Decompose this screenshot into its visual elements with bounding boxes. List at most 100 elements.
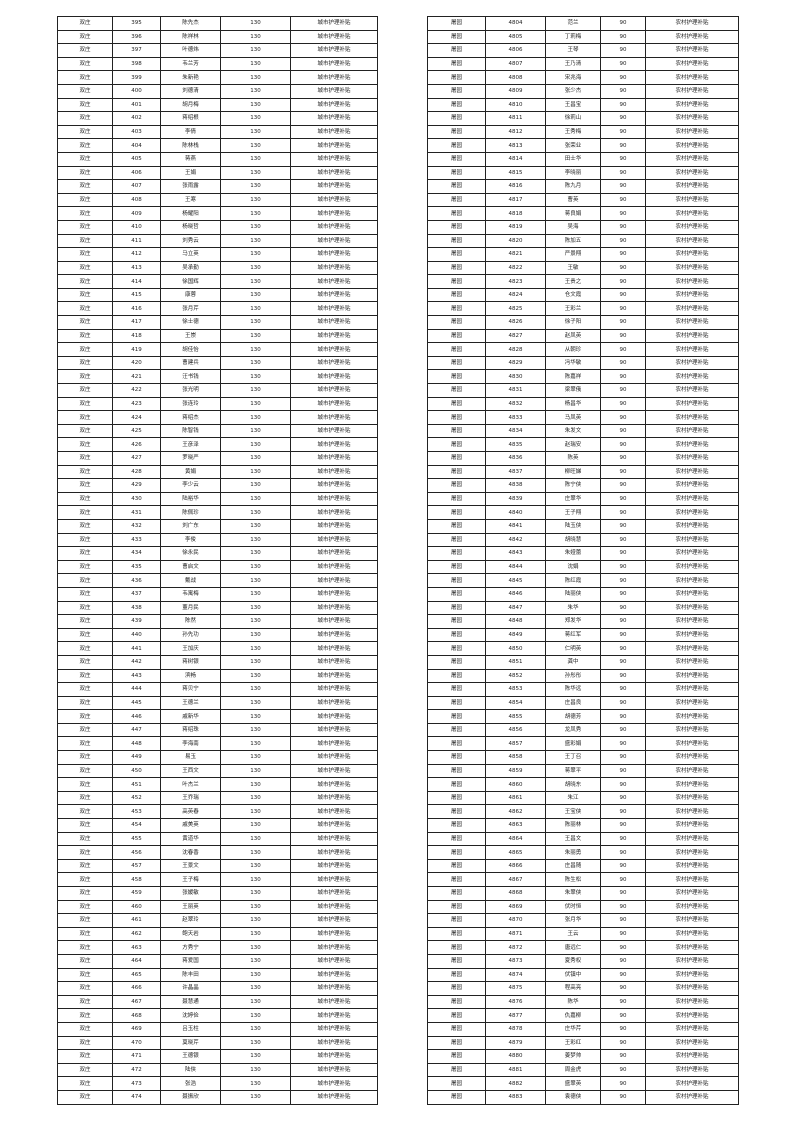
subsidy-type-cell: 农村护理补贴 [645, 206, 739, 221]
table-row: 双庄 415 康蓉 130 城市护理补贴 [57, 287, 378, 303]
amount-cell: 130 [220, 913, 291, 928]
region-cell: 双庄 [57, 342, 113, 357]
table-row: 双庄 399 朱新艳 130 城市护理补贴 [57, 70, 378, 85]
amount-cell: 130 [220, 1089, 291, 1105]
number-cell: 467 [112, 994, 161, 1010]
name-cell: 盛彩娟 [545, 736, 601, 752]
number-cell: 4848 [485, 614, 546, 629]
number-cell: 474 [112, 1089, 161, 1105]
region-cell: 双庄 [57, 383, 113, 398]
number-cell: 4871 [485, 926, 546, 942]
number-cell: 464 [112, 953, 161, 969]
region-cell: 双庄 [57, 192, 113, 208]
table-row: 双庄 410 杨晓哲 130 城市护理补贴 [57, 219, 378, 235]
subsidy-type-cell: 城市护理补贴 [290, 532, 378, 548]
subsidy-type-cell: 农村护理补贴 [645, 355, 739, 371]
table-row: 双庄 429 李少云 130 城市护理补贴 [57, 478, 378, 493]
name-cell: 陈英 [545, 451, 601, 466]
number-cell: 444 [112, 682, 161, 697]
table-row: 双庄 458 王子梅 130 城市护理补贴 [57, 872, 378, 887]
region-cell: 屠园 [427, 111, 486, 126]
region-cell: 屠园 [427, 165, 486, 181]
region-cell: 双庄 [57, 301, 113, 317]
name-cell: 罗晓严 [160, 451, 221, 466]
subsidy-type-cell: 农村护理补贴 [645, 97, 739, 113]
number-cell: 395 [112, 16, 161, 31]
table-row: 屠园 4844 沈娟 90 农村护理补贴 [427, 559, 739, 575]
name-cell: 朱江 [545, 790, 601, 806]
table-row: 双庄 403 李倩 130 城市护理补贴 [57, 124, 378, 140]
amount-cell: 90 [600, 83, 646, 99]
subsidy-type-cell: 农村护理补贴 [645, 16, 739, 31]
name-cell: 庄昌随 [545, 858, 601, 874]
table-row: 屠园 4852 孙彤彤 90 农村护理补贴 [427, 668, 739, 684]
number-cell: 4829 [485, 355, 546, 371]
table-row: 屠园 4808 宋兆海 90 农村护理补贴 [427, 70, 739, 85]
amount-cell: 130 [220, 940, 291, 955]
table-row: 双庄 457 王景文 130 城市护理补贴 [57, 858, 378, 874]
subsidy-type-cell: 城市护理补贴 [290, 1035, 378, 1051]
amount-cell: 130 [220, 790, 291, 806]
name-cell: 刘秀云 [160, 233, 221, 249]
region-cell: 双庄 [57, 478, 113, 493]
subsidy-type-cell: 城市护理补贴 [290, 586, 378, 602]
number-cell: 401 [112, 97, 161, 113]
name-cell: 蒋绍杰 [160, 410, 221, 425]
name-cell: 龙凤秀 [545, 722, 601, 738]
region-cell: 双庄 [57, 1076, 113, 1091]
subsidy-type-cell: 农村护理补贴 [645, 736, 739, 752]
number-cell: 4833 [485, 410, 546, 425]
number-cell: 4872 [485, 940, 546, 955]
region-cell: 双庄 [57, 586, 113, 602]
subsidy-type-cell: 农村护理补贴 [645, 315, 739, 330]
name-cell: 戚美英 [160, 818, 221, 833]
name-cell: 盛翠英 [545, 1076, 601, 1091]
amount-cell: 90 [600, 451, 646, 466]
name-cell: 朱新艳 [160, 70, 221, 85]
name-cell: 孙彤彤 [545, 668, 601, 684]
amount-cell: 130 [220, 97, 291, 113]
amount-cell: 130 [220, 1076, 291, 1091]
region-cell: 双庄 [57, 641, 113, 656]
subsidy-type-cell: 农村护理补贴 [645, 953, 739, 969]
name-cell: 蒋良娟 [545, 206, 601, 221]
region-cell: 屠园 [427, 179, 486, 194]
number-cell: 422 [112, 383, 161, 398]
table-row: 双庄 471 王德银 130 城市护理补贴 [57, 1049, 378, 1064]
table-row: 屠园 4835 赵瑞安 90 农村护理补贴 [427, 437, 739, 452]
region-cell: 屠园 [427, 600, 486, 616]
region-cell: 双庄 [57, 165, 113, 181]
name-cell: 夏秀权 [545, 953, 601, 969]
subsidy-type-cell: 城市护理补贴 [290, 192, 378, 208]
amount-cell: 130 [220, 1021, 291, 1037]
table-row: 双庄 439 陈然 130 城市护理补贴 [57, 614, 378, 629]
region-cell: 屠园 [427, 586, 486, 602]
subsidy-type-cell: 城市护理补贴 [290, 83, 378, 99]
number-cell: 4830 [485, 369, 546, 385]
amount-cell: 90 [600, 600, 646, 616]
name-cell: 沈娟 [545, 559, 601, 575]
table-row: 屠园 4846 陆丽侠 90 农村护理补贴 [427, 586, 739, 602]
region-cell: 屠园 [427, 247, 486, 262]
subsidy-type-cell: 城市护理补贴 [290, 831, 378, 847]
table-row: 屠园 4826 徐子阳 90 农村护理补贴 [427, 315, 739, 330]
name-cell: 仁明英 [545, 641, 601, 656]
name-cell: 从朝珍 [545, 342, 601, 357]
number-cell: 4807 [485, 56, 546, 72]
subsidy-type-cell: 农村护理补贴 [645, 818, 739, 833]
table-row: 双庄 400 刘德清 130 城市护理补贴 [57, 83, 378, 99]
subsidy-type-cell: 农村护理补贴 [645, 491, 739, 507]
subsidy-type-cell: 城市护理补贴 [290, 926, 378, 942]
number-cell: 4826 [485, 315, 546, 330]
region-cell: 屠园 [427, 383, 486, 398]
subsidy-type-cell: 城市护理补贴 [290, 410, 378, 425]
subsidy-table-left: 双庄 395 陈先杰 130 城市护理补贴 双庄 396 陈祥林 130 城市护理补贴 双庄 397 叶… [57, 16, 378, 1105]
amount-cell: 130 [220, 301, 291, 317]
number-cell: 454 [112, 818, 161, 833]
number-cell: 417 [112, 315, 161, 330]
table-row: 双庄 469 吕玉柱 130 城市护理补贴 [57, 1021, 378, 1037]
name-cell: 蒋燕 [160, 151, 221, 167]
subsidy-type-cell: 城市护理补贴 [290, 206, 378, 221]
amount-cell: 130 [220, 546, 291, 561]
table-row: 双庄 459 张媛敏 130 城市护理补贴 [57, 886, 378, 901]
